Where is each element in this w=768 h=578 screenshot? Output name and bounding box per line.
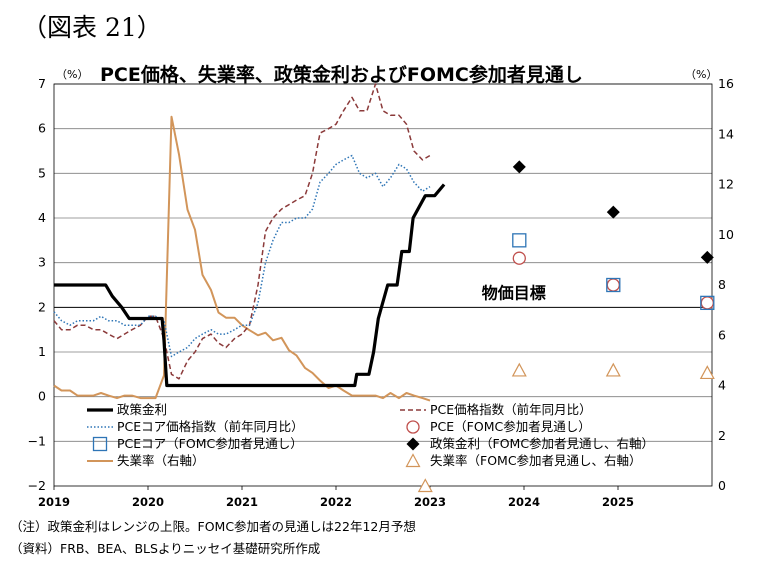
projection-marker-3 (605, 362, 621, 377)
projection-marker-0 (700, 296, 714, 310)
legend-label: 失業率（右軸） (117, 453, 205, 468)
y-right-tick-label: 8 (718, 277, 726, 292)
inflation-target-label: 物価目標 (482, 283, 546, 302)
y-left-tick-label: 3 (38, 255, 46, 270)
projection-marker-0 (606, 278, 620, 292)
y-right-tick-label: 4 (718, 378, 726, 393)
y-left-tick-label: −1 (28, 433, 46, 448)
source-note: （資料）FRB、BEA、BLSよりニッセイ基礎研究所作成 (10, 541, 321, 556)
legend-swatch (92, 436, 108, 452)
y-right-tick-label: 12 (718, 177, 734, 192)
y-right-tick-label: 2 (718, 428, 726, 443)
legend-label: PCE（FOMC参加者見通し） (430, 419, 591, 434)
legend-label: 政策金利 (117, 402, 167, 417)
legend-swatch (405, 453, 421, 468)
projection-marker-2 (606, 205, 620, 219)
legend-swatch (406, 437, 420, 451)
projection-marker-2 (512, 160, 526, 174)
x-tick-label: 2023 (414, 495, 446, 509)
y-left-tick-label: 2 (38, 299, 46, 314)
legend-label: 政策金利（FOMC参加者見通し、右軸） (430, 436, 654, 451)
projection-marker-3 (511, 362, 527, 377)
series-line-3 (53, 115, 431, 402)
y-left-tick-label: 5 (38, 165, 46, 180)
projection-marker-3 (417, 478, 433, 493)
x-tick-label: 2021 (226, 495, 258, 509)
x-tick-label: 2020 (132, 495, 164, 509)
footnote: （注）政策金利はレンジの上限。FOMC参加者の見通しは22年12月予想 (10, 519, 416, 534)
series-line-0 (54, 183, 446, 388)
right-axis-unit: （%） (685, 68, 718, 81)
legend-label: PCE価格指数（前年同月比） (430, 402, 592, 417)
y-right-tick-label: 14 (718, 126, 734, 141)
legend-swatch (406, 420, 420, 434)
y-right-tick-label: 0 (718, 478, 726, 493)
y-left-tick-label: 6 (38, 121, 46, 136)
x-tick-label: 2024 (508, 495, 540, 509)
y-right-tick-label: 6 (718, 327, 726, 342)
legend-label: 失業率（FOMC参加者見通し、右軸） (430, 453, 642, 468)
projection-marker-1 (512, 233, 527, 248)
figure-label: （図表 21） (22, 13, 162, 42)
y-left-tick-label: 7 (38, 76, 46, 91)
left-axis-unit: （%） (56, 68, 89, 81)
projection-marker-1 (606, 277, 621, 293)
x-tick-label: 2025 (602, 495, 634, 509)
y-right-tick-label: 10 (718, 227, 734, 242)
legend-label: PCEコア価格指数（前年同月比） (117, 419, 304, 434)
y-left-tick-label: 1 (38, 344, 46, 359)
x-tick-label: 2019 (38, 495, 70, 509)
chart-title: PCE価格、失業率、政策金利およびFOMC参加者見通し (100, 64, 583, 86)
x-tick-label: 2022 (320, 495, 352, 509)
series-line-1 (53, 83, 431, 380)
projection-marker-0 (512, 251, 526, 265)
y-right-tick-label: 16 (718, 76, 734, 91)
legend-label: PCEコア（FOMC参加者見通し） (117, 436, 303, 451)
projection-marker-2 (700, 250, 714, 264)
y-left-tick-label: −2 (28, 478, 46, 493)
y-left-tick-label: 0 (38, 389, 46, 404)
series-line-2 (53, 154, 431, 358)
projection-marker-1 (700, 295, 715, 311)
projection-marker-3 (699, 365, 715, 380)
y-left-tick-label: 4 (38, 210, 46, 225)
